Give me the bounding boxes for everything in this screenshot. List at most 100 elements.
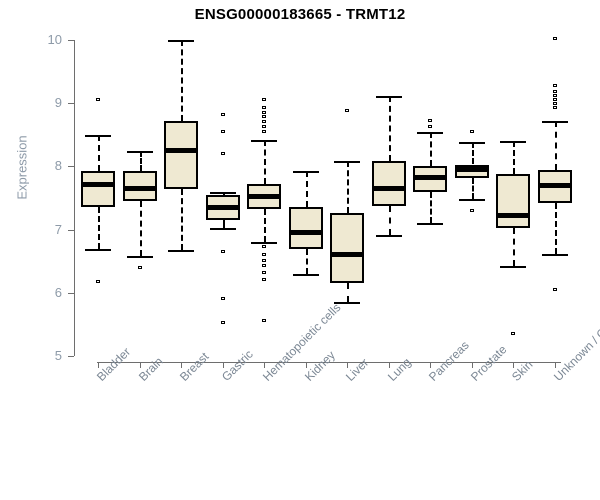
whisker-cap-lower [126,256,153,259]
whisker-cap-upper [292,171,319,174]
outlier-point [96,98,100,102]
outlier-point [220,151,225,155]
chart-title: ENSG00000183665 - TRMT12 [194,6,406,23]
whisker-lower [139,201,142,257]
box-iqr-rect [496,173,530,229]
whisker-lower [347,283,349,303]
outlier-point [262,120,266,124]
whisker-cap-upper [251,139,277,142]
y-tick-7 [68,229,74,231]
outlier-point [220,321,225,325]
median-line [537,182,572,188]
outlier-point [262,278,266,282]
median-line [164,148,198,154]
whisker-upper [430,131,432,167]
x-tick [305,362,307,368]
outlier-point [96,280,100,284]
whisker-cap-upper [458,142,485,145]
whisker-cap-upper [417,131,443,134]
whisker-lower [554,203,557,254]
median-line [205,204,240,210]
x-tick [347,362,348,368]
whisker-cap-upper [209,191,236,194]
whisker-cap-lower [541,253,568,256]
x-tick [264,362,265,368]
outlier-point [262,110,266,114]
outlier-point [137,265,142,269]
outlier-point [262,259,266,263]
x-tick-label-hematopoietic-cells: Hematopoietic cells [260,300,344,384]
x-tick-label-lung: Lung [384,355,414,384]
y-tick-label: 7 [54,221,62,237]
outlier-point [428,118,432,122]
box-iqr-rect [164,120,198,189]
whisker-cap-upper [375,95,402,98]
whisker-cap-upper [541,120,568,123]
whisker-cap-upper [168,40,194,42]
y-axis-line [74,40,75,356]
x-tick-label-kidney: Kidney [301,348,338,384]
median-line [371,186,406,192]
outlier-point [262,252,266,256]
whisker-upper [388,95,391,162]
y-tick-8 [68,166,74,168]
outlier-point [511,331,515,335]
outlier-point [552,98,557,102]
whisker-upper [139,150,142,171]
outlier-point [552,287,557,291]
y-tick-5 [68,356,74,357]
whisker-cap-lower [251,242,277,245]
whisker-lower [305,248,308,274]
whisker-lower [513,228,515,267]
y-tick-label: 8 [54,158,62,174]
outlier-point [428,125,432,129]
y-tick-label: 10 [47,32,62,47]
outlier-point [262,129,266,133]
y-axis-label: Expression [14,135,30,200]
whisker-cap-lower [292,273,319,276]
x-tick-label-prostate: Prostate [467,342,510,384]
median-line [288,230,323,236]
x-tick [181,362,182,368]
whisker-cap-lower [458,199,485,202]
whisker-cap-upper [126,150,153,153]
outlier-point [262,245,266,249]
outlier-point [262,125,266,129]
x-tick [513,362,514,368]
whisker-upper [98,134,100,172]
box-iqr-rect [288,207,323,249]
whisker-upper [471,142,474,165]
box-iqr-rect [81,171,115,208]
outlier-point [552,89,557,93]
whisker-lower [181,188,183,250]
outlier-point [552,83,557,87]
whisker-upper [305,171,308,208]
whisker-cap-lower [85,248,111,251]
outlier-point [469,208,474,212]
y-tick-9 [68,103,74,105]
outlier-point [262,264,266,268]
x-tick-label-brain: Brain [135,354,166,384]
x-tick [139,362,141,368]
box-iqr-rect [330,212,364,284]
whisker-cap-lower [168,249,194,252]
y-tick-label: 6 [54,284,62,300]
outlier-point [220,297,225,301]
y-tick-10 [68,40,74,41]
whisker-cap-lower [334,302,360,305]
outlier-point [345,108,349,112]
whisker-lower [430,191,432,224]
whisker-cap-lower [209,227,236,230]
y-tick-label: 9 [54,95,62,111]
median-line [330,252,364,258]
outlier-point [552,102,557,106]
outlier-point [552,106,557,110]
whisker-upper [513,141,515,174]
whisker-cap-upper [85,134,111,137]
median-line [454,167,489,173]
x-tick [554,362,556,368]
x-tick-label-bladder: Bladder [94,344,134,384]
median-line [413,175,447,181]
x-tick-label-gastric: Gastric [218,347,256,384]
x-tick [388,362,390,368]
